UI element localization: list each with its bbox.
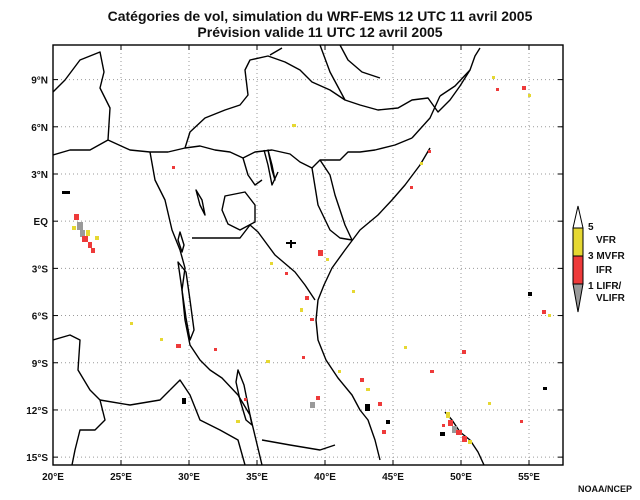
border-line bbox=[184, 47, 481, 149]
lon-tick-label: 45°E bbox=[382, 472, 404, 483]
lon-tick-label: 20°E bbox=[42, 472, 64, 483]
border-line bbox=[149, 151, 181, 251]
border-line bbox=[242, 157, 263, 186]
border-line bbox=[169, 379, 246, 465]
lake-tanganyika bbox=[177, 261, 195, 341]
credit-label: NOAA/NCEP bbox=[577, 484, 632, 494]
border-line bbox=[53, 139, 109, 156]
legend-label-top: 5 bbox=[588, 222, 594, 233]
lon-tick-label: 30°E bbox=[178, 472, 200, 483]
cell-cluster-west bbox=[72, 214, 99, 253]
border-line bbox=[339, 45, 381, 79]
lat-tick-label: 3°S bbox=[32, 264, 49, 275]
border-line bbox=[411, 95, 441, 139]
lon-tick-label: 35°E bbox=[246, 472, 268, 483]
coastline bbox=[315, 69, 471, 461]
lake-turkana bbox=[267, 149, 276, 181]
legend-swatch-lifr bbox=[572, 283, 584, 313]
boundaries-layer bbox=[53, 45, 485, 465]
lake-kivu bbox=[177, 231, 185, 253]
legend-swatch-vfr bbox=[572, 227, 584, 257]
island-marks bbox=[62, 191, 547, 436]
lon-tick-label: 50°E bbox=[450, 472, 472, 483]
lon-tick-label: 40°E bbox=[314, 472, 336, 483]
flight-category-cells bbox=[62, 76, 551, 444]
border-line bbox=[237, 394, 263, 465]
border-line bbox=[53, 51, 413, 169]
lat-tick-label: 12°S bbox=[26, 406, 48, 417]
cell-cluster-ocean bbox=[488, 76, 551, 423]
plot-frame bbox=[52, 44, 564, 466]
lake-albert bbox=[195, 189, 206, 216]
legend-label-vfr: VFR bbox=[596, 235, 616, 246]
lat-tick-label: 9°S bbox=[32, 359, 49, 370]
lat-tick-label: 9°N bbox=[31, 76, 48, 87]
legend-label-lifr: 1 LIFR/ bbox=[588, 281, 622, 292]
border-line bbox=[189, 344, 239, 396]
lat-lon-grid bbox=[53, 45, 563, 465]
border-line bbox=[269, 45, 346, 101]
border-line bbox=[53, 334, 106, 465]
lat-tick-label: EQ bbox=[34, 217, 49, 228]
lon-tick-label: 55°E bbox=[518, 472, 540, 483]
lat-tick-label: 3°N bbox=[31, 170, 48, 181]
axis-ticks: 20°E 25°E 30°E 35°E 40°E 45°E 50°E 55°E 9°N 6°N 3°… bbox=[26, 45, 563, 483]
map-title-line-2: Prévision valide 11 UTC 12 avril 2005 bbox=[197, 24, 443, 40]
border-line bbox=[261, 439, 336, 451]
legend-swatch-mvfr bbox=[572, 255, 584, 285]
legend-label-ifr: IFR bbox=[596, 265, 613, 276]
lake-victoria bbox=[221, 191, 256, 231]
border-line bbox=[99, 389, 171, 406]
border-line bbox=[311, 167, 353, 241]
lat-tick-label: 6°S bbox=[32, 312, 49, 323]
map-title-line-1: Catégories de vol, simulation du WRF-EMS… bbox=[107, 8, 533, 24]
lat-tick-label: 15°S bbox=[26, 453, 48, 464]
cell-cluster-madagascar bbox=[442, 412, 472, 444]
color-legend bbox=[572, 205, 584, 313]
legend-label-vlifr: VLIFR bbox=[596, 293, 625, 304]
lake-malawi bbox=[235, 369, 253, 426]
border-line bbox=[192, 224, 316, 301]
lat-tick-label: 6°N bbox=[31, 123, 48, 134]
legend-top-triangle bbox=[572, 205, 584, 229]
lon-tick-label: 25°E bbox=[110, 472, 132, 483]
legend-label-mvfr: 3 MVFR bbox=[588, 251, 625, 262]
cell-cluster-east bbox=[130, 124, 466, 434]
border-line bbox=[319, 159, 353, 241]
